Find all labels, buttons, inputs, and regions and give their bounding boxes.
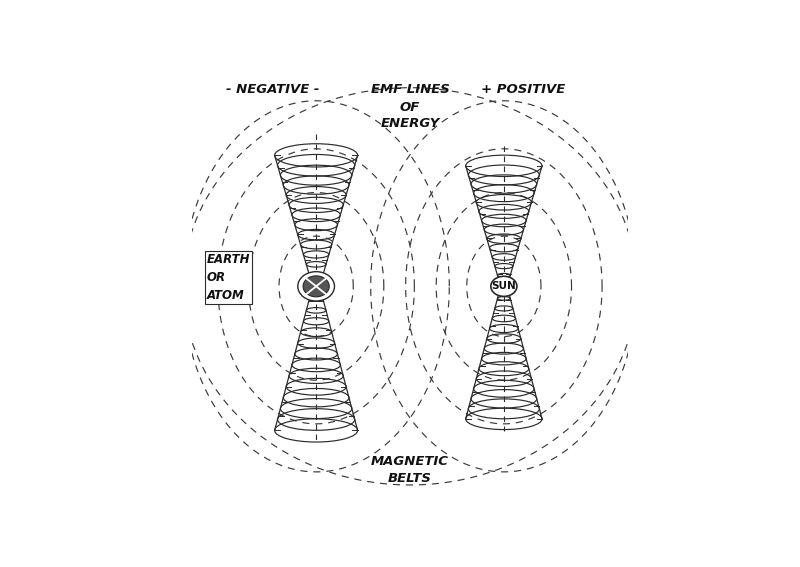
Text: + POSITIVE: + POSITIVE — [482, 83, 566, 96]
Ellipse shape — [491, 276, 517, 297]
Text: MAGNETIC: MAGNETIC — [371, 455, 449, 468]
Text: EMF LINES: EMF LINES — [370, 83, 450, 96]
Ellipse shape — [303, 276, 330, 297]
Text: OF: OF — [400, 101, 420, 114]
Text: BELTS: BELTS — [388, 472, 432, 485]
Text: EARTH
OR
ATOM: EARTH OR ATOM — [207, 253, 250, 302]
Text: - NEGATIVE -: - NEGATIVE - — [226, 83, 319, 96]
Text: ENERGY: ENERGY — [380, 117, 440, 130]
Ellipse shape — [298, 272, 334, 301]
Text: SUN: SUN — [491, 281, 516, 291]
